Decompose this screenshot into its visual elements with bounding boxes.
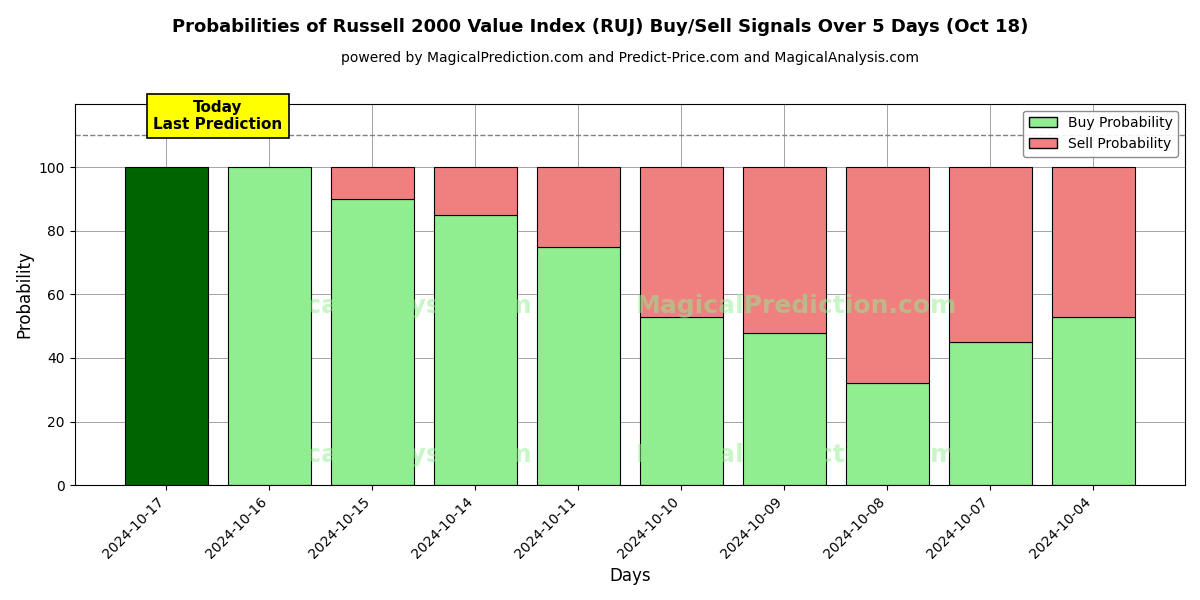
X-axis label: Days: Days bbox=[610, 567, 650, 585]
Text: Today
Last Prediction: Today Last Prediction bbox=[154, 100, 282, 132]
Bar bbox=[331, 167, 414, 199]
Bar bbox=[434, 215, 516, 485]
Bar bbox=[743, 167, 826, 332]
Bar bbox=[1052, 317, 1134, 485]
Y-axis label: Probability: Probability bbox=[16, 250, 34, 338]
Bar bbox=[640, 167, 722, 317]
Bar bbox=[538, 167, 619, 247]
Text: MagicalPrediction.com: MagicalPrediction.com bbox=[636, 443, 958, 467]
Bar bbox=[846, 167, 929, 383]
Bar bbox=[331, 199, 414, 485]
Text: MagicalAnalysis.com: MagicalAnalysis.com bbox=[239, 443, 533, 467]
Bar bbox=[228, 167, 311, 485]
Bar bbox=[1052, 167, 1134, 317]
Bar bbox=[434, 167, 516, 215]
Bar bbox=[949, 342, 1032, 485]
Text: MagicalPrediction.com: MagicalPrediction.com bbox=[636, 294, 958, 318]
Bar bbox=[846, 383, 929, 485]
Legend: Buy Probability, Sell Probability: Buy Probability, Sell Probability bbox=[1024, 110, 1178, 157]
Bar bbox=[125, 167, 208, 485]
Bar bbox=[949, 167, 1032, 342]
Bar bbox=[640, 317, 722, 485]
Text: Probabilities of Russell 2000 Value Index (RUJ) Buy/Sell Signals Over 5 Days (Oc: Probabilities of Russell 2000 Value Inde… bbox=[172, 18, 1028, 36]
Bar bbox=[743, 332, 826, 485]
Bar bbox=[538, 247, 619, 485]
Title: powered by MagicalPrediction.com and Predict-Price.com and MagicalAnalysis.com: powered by MagicalPrediction.com and Pre… bbox=[341, 51, 919, 65]
Text: MagicalAnalysis.com: MagicalAnalysis.com bbox=[239, 294, 533, 318]
